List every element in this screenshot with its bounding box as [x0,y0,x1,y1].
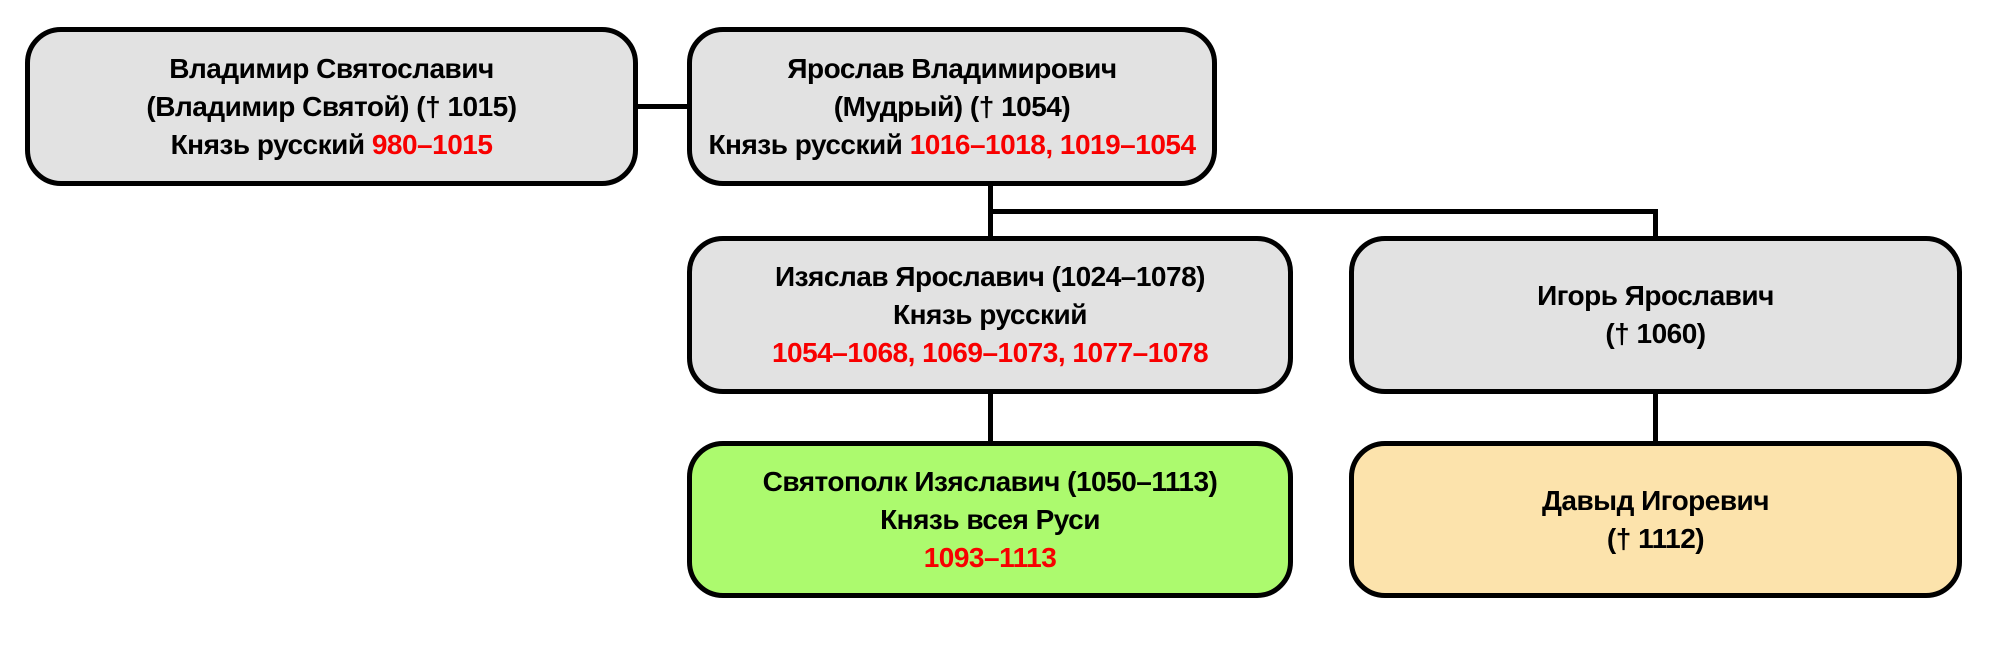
person-name-line2: († 1060) [1605,318,1706,349]
person-name-line2: († 1112) [1606,522,1705,554]
connector-children-branch [988,209,1658,214]
person-reign-dates: 1054–1068, 1069–1073, 1077–1078 [771,337,1209,368]
connector-izyaslav-svyatopolk [988,392,993,443]
person-node-yaroslav-vladimirovich: Ярослав Владимирович (Мудрый) († 1054) К… [687,27,1217,186]
connector-vladimir-yaroslav [636,104,689,109]
person-reign-dates: 1016–1018, 1019–1054 [909,128,1196,160]
person-reign-line: Князь русский 1016–1018, 1019–1054 [708,126,1196,164]
person-name-line1: Изяслав Ярославич (1024–1078) [775,261,1205,292]
person-node-svyatopolk-izyaslavich: Святополк Изяславич (1050–1113) Князь вс… [687,441,1293,598]
connector-igor-down [1653,209,1658,238]
person-node-izyaslav-yaroslavich: Изяслав Ярославич (1024–1078) Князь русс… [687,236,1293,394]
person-title: Князь русский [708,128,903,160]
person-node-davyd-igorevich: Давыд Игоревич († 1112) [1349,441,1962,598]
person-name-line2: (Владимир Святой) († 1015) [146,90,517,122]
person-name-line1: Святополк Изяславич (1050–1113) [762,465,1218,497]
person-name-line2: (Мудрый) († 1054) [833,90,1071,122]
person-reign-dates: 1093–1113 [923,541,1057,573]
person-title: Князь русский [170,128,365,160]
person-reign-line: Князь русский 980–1015 [171,126,493,164]
person-name-line1: Владимир Святославич [169,52,494,84]
person-title: Князь русский [893,299,1087,330]
person-title: Князь всея Руси [880,503,1100,535]
connector-igor-davyd [1653,392,1658,443]
person-node-igor-yaroslavich: Игорь Ярославич († 1060) [1349,236,1962,394]
person-name-line1: Ярослав Владимирович [787,52,1117,84]
person-name-line1: Игорь Ярославич [1537,280,1774,311]
person-name-line1: Давыд Игоревич [1541,484,1770,516]
person-reign-dates: 980–1015 [371,128,493,160]
person-node-vladimir-svyatoslavich: Владимир Святославич (Владимир Святой) (… [25,27,638,186]
